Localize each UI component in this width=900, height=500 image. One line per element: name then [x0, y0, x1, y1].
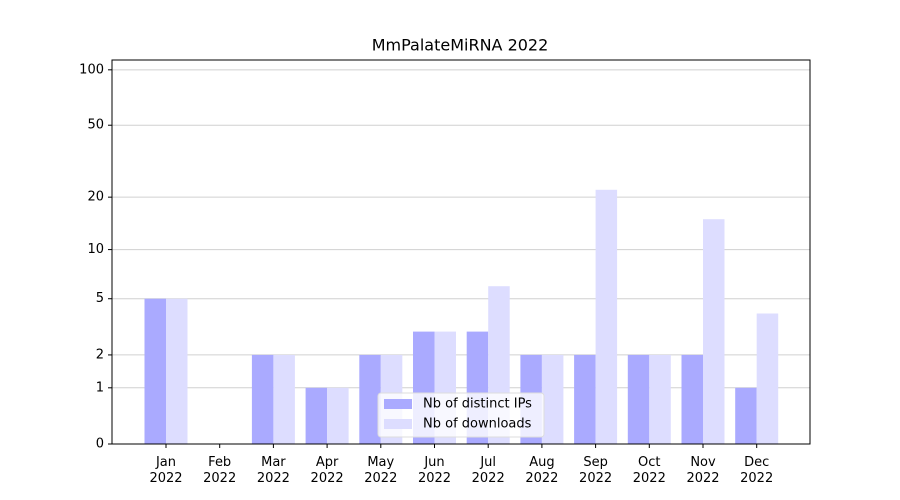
legend-swatch — [384, 399, 412, 409]
bar — [735, 387, 757, 444]
y-tick-label: 5 — [96, 291, 104, 306]
bar — [273, 354, 295, 444]
x-tick-label: Sep 2022 — [579, 455, 612, 486]
x-tick-label: Jan 2022 — [149, 455, 182, 486]
legend-label: Nb of downloads — [423, 417, 532, 432]
bar — [595, 189, 618, 444]
bar — [359, 354, 381, 444]
bar — [703, 219, 725, 444]
plot-frame — [111, 59, 811, 445]
y-tick-label: 10 — [87, 242, 104, 257]
y-tick-label: 100 — [79, 62, 104, 77]
bar — [144, 298, 166, 444]
bar — [251, 354, 274, 444]
y-tick-label: 50 — [87, 118, 104, 133]
x-tick-label: Mar 2022 — [257, 455, 290, 486]
y-tick-label: 2 — [96, 347, 104, 362]
bar — [681, 354, 703, 444]
bar — [305, 387, 328, 444]
bar — [327, 387, 349, 444]
x-tick-label: Jun 2022 — [418, 455, 451, 486]
chart-title: MmPalateMiRNA 2022 — [372, 36, 549, 55]
x-tick-label: Dec 2022 — [740, 455, 773, 486]
x-tick-label: Nov 2022 — [686, 455, 719, 486]
legend-box — [377, 392, 545, 438]
legend-label: Nb of distinct IPs — [423, 397, 532, 412]
y-tick-label: 20 — [87, 190, 104, 205]
bar — [166, 298, 188, 444]
y-tick-label: 1 — [96, 380, 104, 395]
x-tick-label: Feb 2022 — [203, 455, 236, 486]
bar — [756, 313, 779, 444]
y-tick-label: 0 — [96, 437, 104, 452]
bar — [574, 354, 596, 444]
x-tick-label: May 2022 — [364, 455, 397, 486]
x-tick-label: Oct 2022 — [633, 455, 666, 486]
bar — [627, 354, 650, 444]
x-tick-label: Aug 2022 — [525, 455, 558, 486]
x-tick-label: Jul 2022 — [472, 455, 505, 486]
x-tick-label: Apr 2022 — [311, 455, 344, 486]
bar — [649, 354, 671, 444]
legend-swatch — [384, 419, 412, 429]
bar — [541, 354, 564, 444]
